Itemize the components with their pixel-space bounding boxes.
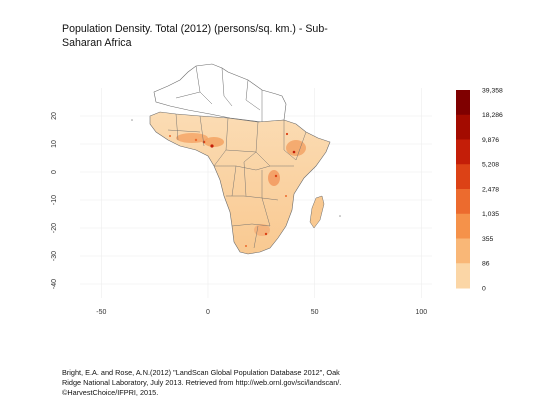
legend: 39,358 18,286 9,876 5,208 2,478 1,035 355 86 0 [456,87,503,292]
credit-line-3: ©HarvestChoice/IFPRI, 2015. [62,387,159,397]
legend-swatch [456,263,470,289]
legend-swatch [456,213,470,239]
legend-label: 86 [482,261,490,268]
y-tick-label: 20 [51,112,58,120]
legend-swatch [456,164,470,190]
country-borders [167,113,307,249]
north-africa-region [153,63,287,123]
cape-verde-island [131,119,133,121]
y-tick-label: -30 [51,251,58,261]
legend-swatch [456,90,470,116]
legend-swatch [456,139,470,165]
legend-swatch [456,238,470,264]
x-tick-label: 0 [206,309,210,316]
credit-line-1: Bright, E.A. and Rose, A.N.(2012) "LandS… [62,368,340,377]
y-axis: 20 10 0 -10 -20 -30 -40 [51,112,58,289]
x-axis: -50 0 50 100 [96,309,427,316]
legend-swatch [456,189,470,215]
source-credit: Bright, E.A. and Rose, A.N.(2012) "LandS… [62,368,422,397]
credit-line-2: Ridge National Laboratory, July 2013. Re… [62,377,342,387]
map-title: Population Density. Total (2012) (person… [62,23,328,49]
legend-label: 1,035 [482,211,499,218]
legend-label: 2,478 [482,186,499,193]
legend-label: 355 [482,236,494,243]
north-africa-borders [175,65,263,122]
x-tick-label: 50 [311,309,319,316]
sub-saharan-africa-region [149,111,331,255]
madagascar [309,195,325,229]
y-tick-label: -20 [51,223,58,233]
legend-swatch [456,114,470,140]
density-hotspots [169,132,317,247]
mauritius-island [339,215,341,217]
legend-label: 9,876 [482,137,499,144]
y-tick-label: 10 [51,140,58,148]
y-tick-label: -10 [51,195,58,205]
legend-label: 5,208 [482,162,499,169]
legend-label: 18,286 [482,112,503,119]
legend-label: 39,358 [482,87,503,94]
y-tick-label: 0 [51,170,58,174]
legend-label: 0 [482,285,486,292]
x-tick-label: -50 [96,309,106,316]
y-tick-label: -40 [51,279,58,289]
x-tick-label: 100 [415,309,427,316]
